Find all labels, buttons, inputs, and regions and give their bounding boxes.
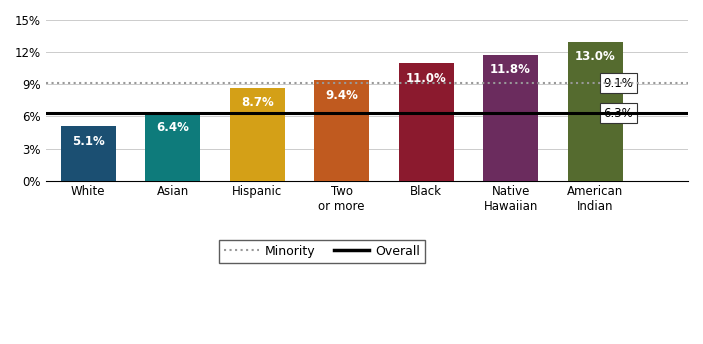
Text: 5.1%: 5.1% (72, 135, 105, 148)
Text: 11.8%: 11.8% (490, 63, 531, 76)
Text: 9.4%: 9.4% (325, 89, 358, 102)
Text: 6.3%: 6.3% (603, 107, 633, 120)
Bar (399, 63, 453, 181)
Bar (60, 126, 116, 181)
Legend: Minority, Overall: Minority, Overall (219, 240, 425, 263)
Text: 6.4%: 6.4% (156, 121, 189, 134)
Bar (567, 42, 623, 181)
Text: 13.0%: 13.0% (574, 50, 615, 63)
Bar (483, 55, 538, 181)
Bar (146, 112, 200, 181)
Text: 8.7%: 8.7% (241, 96, 273, 109)
Text: 9.1%: 9.1% (603, 77, 633, 90)
Bar (314, 80, 369, 181)
Text: 11.0%: 11.0% (406, 72, 446, 85)
Bar (230, 88, 285, 181)
